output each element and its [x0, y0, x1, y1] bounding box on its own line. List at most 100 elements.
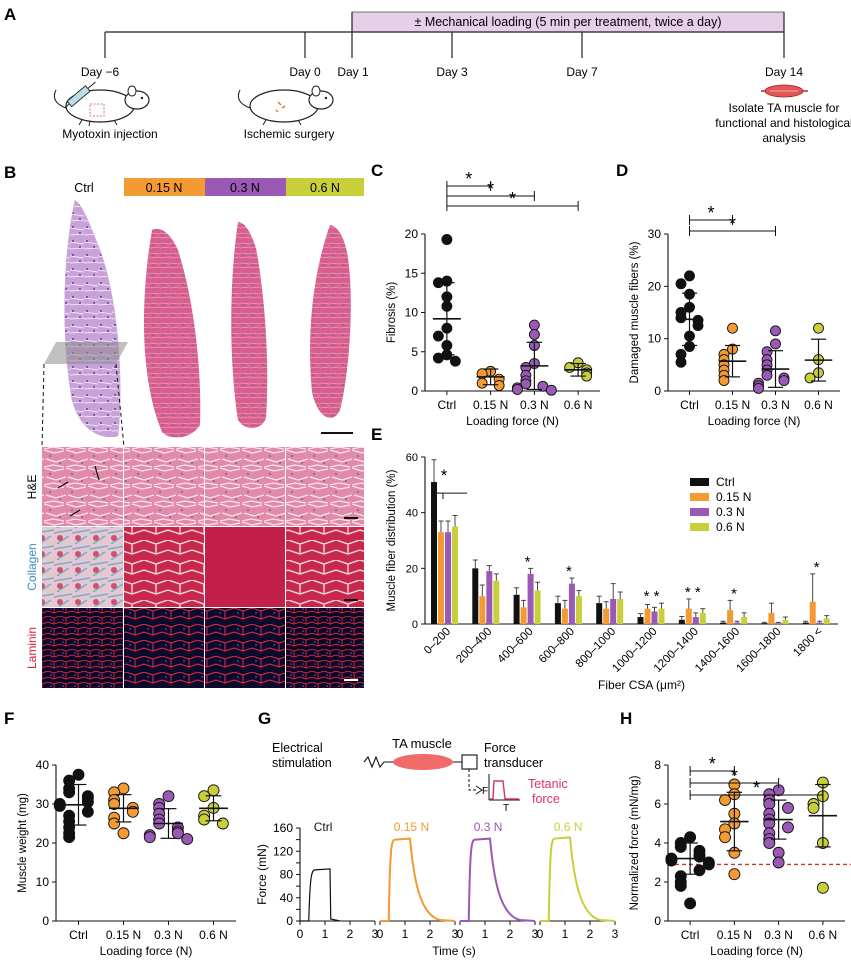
- x-tick-label: 0.3 N: [764, 928, 793, 942]
- collagen-03-image: [205, 527, 285, 607]
- bar: [452, 526, 458, 624]
- data-point: [449, 355, 461, 367]
- x-tick-label: 2: [587, 927, 594, 941]
- y-tick-label: 60: [406, 452, 418, 464]
- data-point: [432, 330, 444, 342]
- x-tick-label: 0: [537, 927, 544, 941]
- bar: [768, 612, 775, 624]
- caption-isolate: analysis: [762, 131, 805, 145]
- data-point: [432, 352, 444, 364]
- data-point: [816, 881, 829, 894]
- x-tick-label: 0.6 N: [564, 398, 593, 412]
- x-tick-label: 1800 <: [791, 625, 825, 659]
- data-point: [719, 794, 731, 807]
- dashed-connector: [468, 769, 478, 791]
- bar: [520, 607, 527, 624]
- data-point: [528, 329, 540, 340]
- y-tick-label: 40: [280, 891, 294, 905]
- he-ctrl-image: [42, 447, 123, 526]
- bar: [692, 617, 699, 624]
- x-tick-label: 0.3 N: [520, 398, 549, 412]
- data-point: [675, 356, 687, 368]
- data-point: [727, 322, 738, 334]
- data-point: [143, 831, 156, 844]
- data-point: [63, 831, 76, 844]
- x-axis-label: Loading force (N): [708, 414, 801, 428]
- force-trace: [460, 837, 536, 922]
- group-bar-03: [205, 178, 286, 196]
- bar: [658, 608, 665, 624]
- bar: [610, 598, 617, 624]
- collagen-06-image: [286, 527, 364, 607]
- data-point: [108, 817, 121, 830]
- bar: [678, 619, 685, 624]
- day-label: Day −6: [81, 65, 120, 79]
- caption-ischemic: Ischemic surgery: [244, 127, 335, 141]
- tetanic-label: Tetanic: [528, 777, 568, 791]
- day-label: Day 1: [337, 65, 369, 79]
- bar: [637, 617, 644, 624]
- panel-g-letter: G: [258, 709, 271, 728]
- legend-label: 0.15 N: [716, 490, 751, 504]
- bar: [727, 610, 734, 624]
- significance-star: *: [465, 169, 472, 189]
- x-axis-label: Loading force (N): [710, 944, 803, 958]
- y-tick-label: 30: [36, 797, 50, 811]
- chart-muscle-weight: 0 10 20 30 40 Muscle weight (mg) Ctrl 0.15 N 0.3…: [17, 758, 236, 958]
- y-axis-label: Damaged muscle fibers (%): [629, 241, 641, 383]
- bar: [651, 611, 658, 624]
- y-tick-label: 0: [42, 914, 49, 928]
- data-point: [772, 856, 785, 869]
- data-point: [198, 813, 211, 826]
- bar: [685, 608, 692, 624]
- x-tick-label: 3: [532, 927, 539, 941]
- data-point: [675, 312, 687, 324]
- data-point: [162, 790, 175, 803]
- x-tick-label: 0.3 N: [154, 928, 183, 942]
- mini-f-label: F: [482, 786, 488, 797]
- significance-star: * *: [685, 584, 701, 601]
- x-axis-label: Loading force (N): [100, 944, 193, 958]
- bar: [479, 596, 486, 624]
- bar: [527, 573, 534, 624]
- bar: [561, 608, 568, 624]
- caption-isolate: Isolate TA muscle for: [729, 101, 840, 115]
- data-point: [476, 377, 488, 389]
- stimulation-wire-icon: [363, 755, 394, 769]
- mini-t-label: T: [503, 803, 509, 814]
- bar: [761, 623, 768, 624]
- data-point: [665, 854, 678, 867]
- trace-label: 0.3 N: [474, 820, 503, 834]
- laminin-015-image: [124, 608, 204, 688]
- he-015-image: [124, 447, 204, 526]
- x-tick-label: 0.15 N: [717, 928, 752, 942]
- bar: [554, 603, 561, 624]
- data-point: [753, 382, 764, 394]
- data-point: [813, 322, 824, 334]
- data-point: [674, 840, 687, 853]
- panel-h-letter: H: [620, 709, 632, 728]
- significance-star: *: [509, 189, 516, 209]
- bar: [809, 601, 816, 624]
- section-03: [231, 222, 268, 429]
- legend-label: 0.6 N: [716, 520, 745, 534]
- significance-star: * *: [644, 588, 660, 605]
- data-point: [171, 827, 184, 840]
- x-tick-label: 1: [482, 927, 489, 941]
- significance-star: *: [566, 563, 572, 580]
- schematic-stimulation: Electrical: [272, 741, 323, 755]
- data-point: [53, 800, 66, 812]
- tetanic-label: force: [532, 792, 560, 806]
- chart-damaged-fibers: 0 10 20 30 Damaged muscle fibers (%) Ctrl 0.15…: [629, 203, 840, 428]
- data-point: [702, 858, 715, 871]
- y-axis-label: Fibrosis (%): [386, 282, 398, 344]
- zoom-line-left: [41, 363, 45, 448]
- y-axis-label: Force (mN): [255, 844, 269, 905]
- data-point: [763, 837, 776, 849]
- section-06: [310, 225, 351, 418]
- significance-star: *: [441, 466, 448, 485]
- y-tick-label: 0: [654, 384, 661, 398]
- significance-star: *: [729, 214, 736, 234]
- mouse-surgery-icon: [237, 85, 334, 126]
